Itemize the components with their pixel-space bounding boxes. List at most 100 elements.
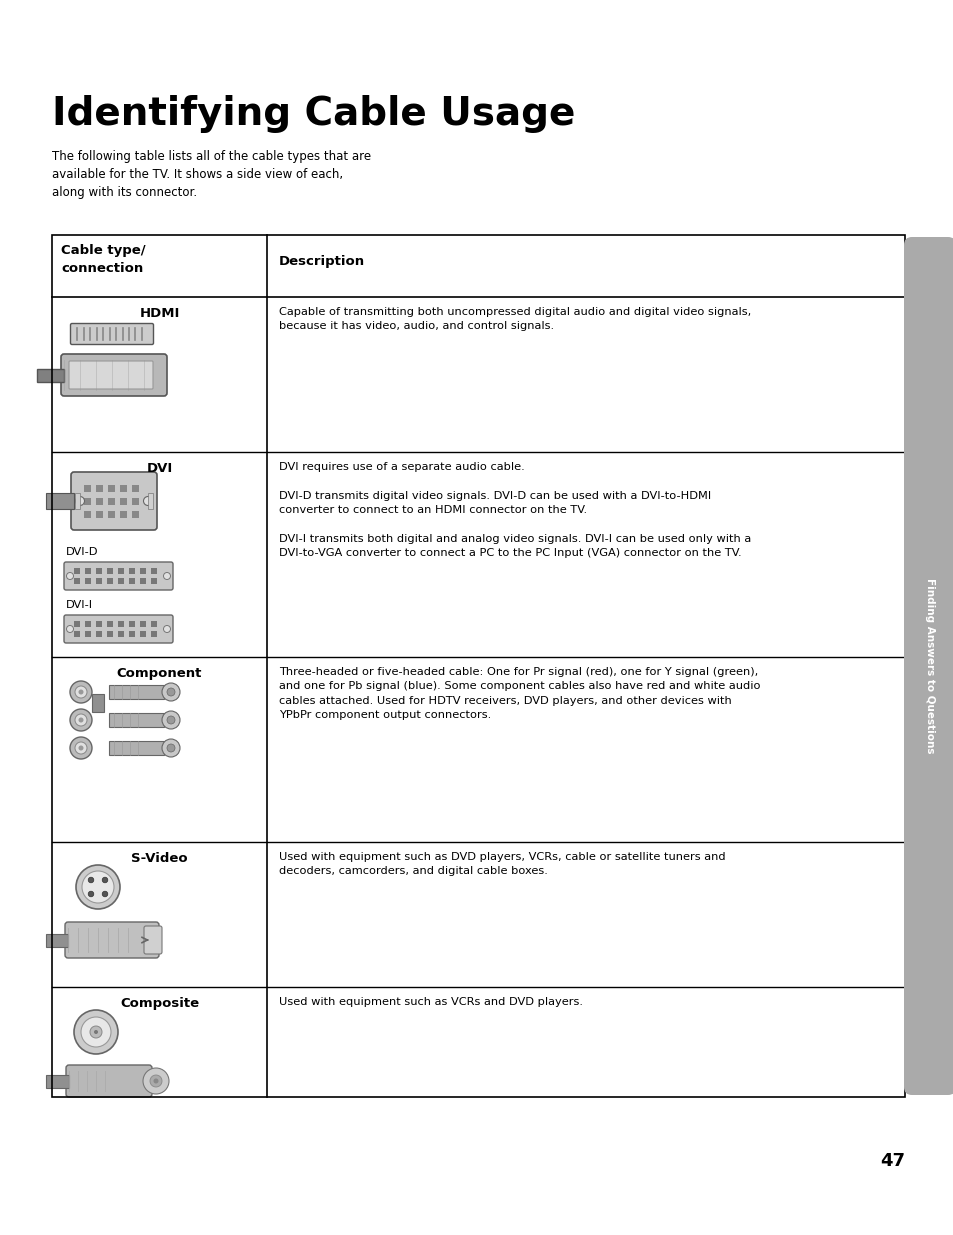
Circle shape bbox=[162, 739, 180, 757]
Bar bbox=[118, 631, 124, 637]
Bar bbox=[140, 568, 146, 574]
Bar bbox=[140, 578, 146, 584]
Bar bbox=[84, 511, 91, 517]
Circle shape bbox=[94, 1030, 98, 1034]
Circle shape bbox=[162, 683, 180, 701]
Bar bbox=[96, 578, 102, 584]
Bar bbox=[132, 485, 139, 492]
Text: Identifying Cable Usage: Identifying Cable Usage bbox=[52, 95, 575, 133]
Circle shape bbox=[82, 871, 113, 903]
Bar bbox=[96, 498, 103, 505]
Bar bbox=[109, 741, 164, 755]
Bar bbox=[148, 493, 152, 509]
Text: S-Video: S-Video bbox=[132, 852, 188, 864]
Circle shape bbox=[167, 716, 174, 724]
Bar bbox=[151, 578, 157, 584]
FancyBboxPatch shape bbox=[64, 615, 172, 643]
Bar bbox=[132, 498, 139, 505]
Bar bbox=[74, 578, 80, 584]
Bar bbox=[84, 485, 91, 492]
Bar bbox=[85, 621, 91, 627]
Bar bbox=[129, 621, 135, 627]
Bar bbox=[109, 685, 164, 699]
Text: Cable type/
connection: Cable type/ connection bbox=[61, 245, 146, 275]
Bar bbox=[37, 369, 64, 382]
Text: Component: Component bbox=[116, 667, 202, 680]
Bar bbox=[118, 621, 124, 627]
Text: DVI requires use of a separate audio cable.

DVI-D transmits digital video signa: DVI requires use of a separate audio cab… bbox=[278, 462, 750, 558]
Circle shape bbox=[75, 496, 85, 505]
Bar bbox=[129, 568, 135, 574]
FancyBboxPatch shape bbox=[903, 237, 953, 1095]
Bar bbox=[118, 578, 124, 584]
Text: Used with equipment such as VCRs and DVD players.: Used with equipment such as VCRs and DVD… bbox=[278, 997, 582, 1007]
Bar bbox=[46, 493, 74, 509]
Bar bbox=[84, 498, 91, 505]
Bar bbox=[132, 511, 139, 517]
Circle shape bbox=[70, 737, 91, 760]
Circle shape bbox=[70, 709, 91, 731]
Bar bbox=[96, 485, 103, 492]
Text: Three-headed or five-headed cable: One for Pr signal (red), one for Y signal (gr: Three-headed or five-headed cable: One f… bbox=[278, 667, 760, 720]
Bar bbox=[52, 235, 904, 1097]
Text: Description: Description bbox=[278, 254, 365, 268]
Text: HDMI: HDMI bbox=[139, 308, 179, 320]
Circle shape bbox=[167, 688, 174, 697]
Circle shape bbox=[143, 1068, 169, 1094]
Bar bbox=[46, 934, 68, 947]
Bar bbox=[118, 568, 124, 574]
Bar bbox=[140, 631, 146, 637]
FancyBboxPatch shape bbox=[61, 354, 167, 396]
Bar bbox=[108, 485, 115, 492]
Bar bbox=[74, 621, 80, 627]
Text: DVI: DVI bbox=[146, 462, 172, 475]
Circle shape bbox=[163, 625, 171, 632]
Circle shape bbox=[70, 680, 91, 703]
Text: The following table lists all of the cable types that are
available for the TV. : The following table lists all of the cab… bbox=[52, 149, 371, 199]
Circle shape bbox=[75, 714, 87, 726]
Bar bbox=[74, 631, 80, 637]
FancyBboxPatch shape bbox=[65, 923, 159, 958]
FancyBboxPatch shape bbox=[64, 562, 172, 590]
Text: DVI-I: DVI-I bbox=[66, 600, 93, 610]
Text: Used with equipment such as DVD players, VCRs, cable or satellite tuners and
dec: Used with equipment such as DVD players,… bbox=[278, 852, 725, 877]
Bar bbox=[129, 631, 135, 637]
FancyBboxPatch shape bbox=[71, 324, 153, 345]
Bar bbox=[74, 568, 80, 574]
Circle shape bbox=[88, 892, 93, 897]
Circle shape bbox=[76, 864, 120, 909]
Bar bbox=[109, 713, 164, 727]
Bar bbox=[107, 631, 112, 637]
Circle shape bbox=[81, 1016, 111, 1047]
Bar bbox=[75, 493, 80, 509]
Text: Finding Answers to Questions: Finding Answers to Questions bbox=[924, 578, 934, 753]
Circle shape bbox=[163, 573, 171, 579]
Circle shape bbox=[74, 1010, 118, 1053]
Bar bbox=[108, 511, 115, 517]
Bar bbox=[129, 578, 135, 584]
Circle shape bbox=[75, 685, 87, 698]
Bar bbox=[151, 621, 157, 627]
Bar bbox=[120, 498, 127, 505]
Circle shape bbox=[162, 711, 180, 729]
Text: Composite: Composite bbox=[120, 997, 199, 1010]
FancyBboxPatch shape bbox=[66, 1065, 152, 1097]
Circle shape bbox=[88, 877, 93, 883]
Circle shape bbox=[78, 746, 84, 751]
Circle shape bbox=[78, 689, 84, 694]
Bar bbox=[96, 631, 102, 637]
Circle shape bbox=[67, 625, 73, 632]
Circle shape bbox=[78, 718, 84, 722]
Text: DVI-D: DVI-D bbox=[66, 547, 98, 557]
Bar bbox=[46, 1074, 69, 1088]
Bar bbox=[96, 568, 102, 574]
Circle shape bbox=[150, 1074, 162, 1087]
Bar bbox=[85, 578, 91, 584]
Text: Capable of transmitting both uncompressed digital audio and digital video signal: Capable of transmitting both uncompresse… bbox=[278, 308, 750, 331]
Text: 47: 47 bbox=[879, 1152, 904, 1170]
Circle shape bbox=[102, 892, 108, 897]
Bar bbox=[140, 621, 146, 627]
Circle shape bbox=[75, 742, 87, 755]
Bar bbox=[120, 511, 127, 517]
Circle shape bbox=[90, 1026, 102, 1037]
